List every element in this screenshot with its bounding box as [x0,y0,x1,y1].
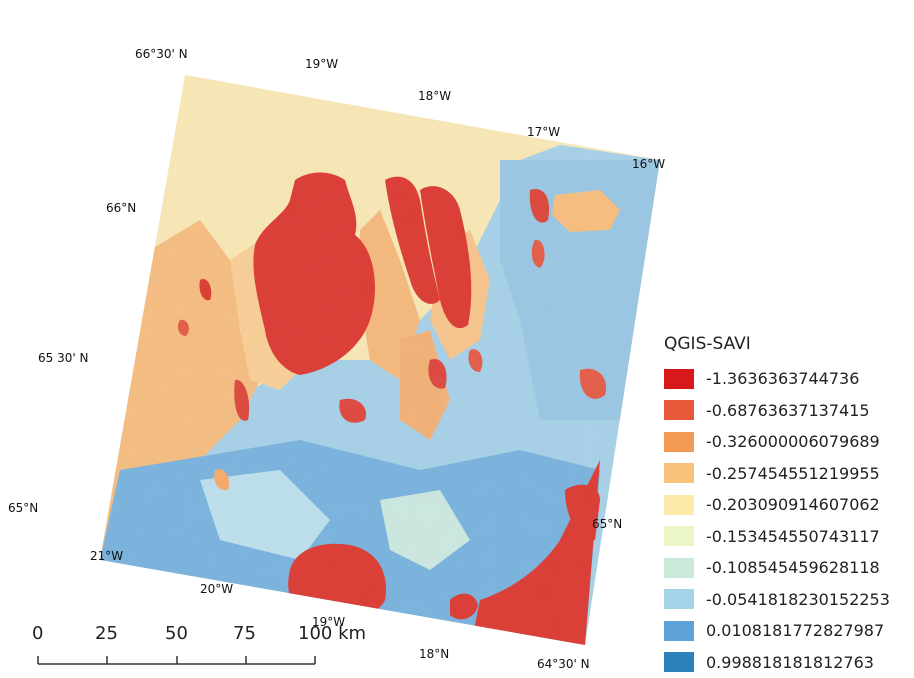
legend-item: -0.108545459628118 [664,552,914,584]
legend-label: -0.203090914607062 [706,495,880,514]
legend-swatch [664,432,694,452]
scale-tick-label-100km: 100 km [298,623,366,644]
legend: QGIS-SAVI -1.3636363744736 -0.68763637137… [664,331,914,678]
legend-label: -0.153454550743117 [706,527,880,546]
legend-label: -0.257454551219955 [706,464,880,483]
lon-label-18n-bottom: 18°N [419,647,449,661]
legend-title: QGIS-SAVI [664,331,914,357]
legend-item: -0.257454551219955 [664,458,914,490]
lon-label-19w-top: 19°W [305,57,338,71]
lat-label-65-30: 65 30' N [38,351,88,365]
legend-swatch [664,652,694,672]
lat-label-65-left: 65°N [8,501,38,515]
lat-label-66: 66°N [106,201,136,215]
legend-swatch [664,526,694,546]
legend-label: -0.108545459628118 [706,558,880,577]
lon-label-17w-top: 17°W [527,125,560,139]
scale-tick-label-75: 75 [233,623,256,644]
legend-item: -0.68763637137415 [664,395,914,427]
legend-item: 0.998818181812763 [664,647,914,678]
lat-label-66-30: 66°30' N [135,47,188,61]
legend-label: -0.0541818230152253 [706,590,890,609]
lat-label-65-right: 65°N [592,517,622,531]
legend-label: 0.998818181812763 [706,653,874,672]
lon-label-16w-top: 16°W [632,157,665,171]
lon-label-21w-bottom: 21°W [90,549,123,563]
scale-tick-label-50: 50 [165,623,188,644]
legend-swatch [664,495,694,515]
legend-item: -0.0541818230152253 [664,584,914,616]
legend-swatch [664,400,694,420]
legend-label: -0.326000006079689 [706,432,880,451]
lat-label-64-30: 64°30' N [537,657,590,671]
legend-item: -0.153454550743117 [664,521,914,553]
lon-label-18w-top: 18°W [418,89,451,103]
raster-tile [80,60,680,660]
legend-item: -0.326000006079689 [664,426,914,458]
legend-label: -1.3636363744736 [706,369,859,388]
legend-item: -1.3636363744736 [664,363,914,395]
scale-tick-label-0: 0 [32,623,43,644]
legend-item: 0.0108181772827987 [664,615,914,647]
legend-label: 0.0108181772827987 [706,621,884,640]
legend-swatch [664,589,694,609]
lon-label-20w-bottom: 20°W [200,582,233,596]
legend-items: -1.3636363744736 -0.68763637137415 -0.3260… [664,363,914,678]
legend-swatch [664,463,694,483]
legend-swatch [664,369,694,389]
legend-label: -0.68763637137415 [706,401,870,420]
legend-item: -0.203090914607062 [664,489,914,521]
scale-tick-label-25: 25 [95,623,118,644]
legend-swatch [664,621,694,641]
scale-bar: 0 25 50 75 100 km [32,623,366,664]
legend-swatch [664,558,694,578]
